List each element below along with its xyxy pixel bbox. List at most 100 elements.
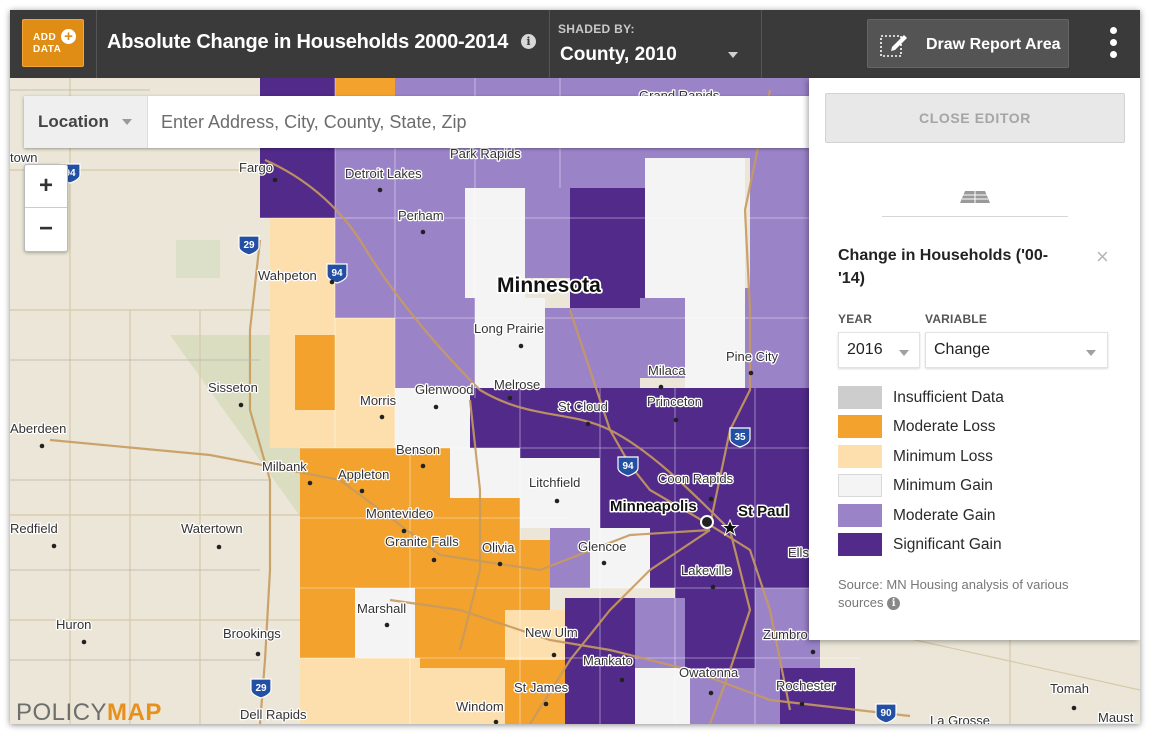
variable-value: Change bbox=[934, 341, 991, 358]
year-value: 2016 bbox=[847, 341, 883, 358]
plus-circle-icon: + bbox=[61, 29, 76, 44]
place-label: Benson bbox=[396, 442, 440, 457]
place-label: Huron bbox=[56, 617, 91, 632]
close-icon[interactable]: × bbox=[1096, 244, 1109, 269]
state-label: Minnesota bbox=[497, 274, 601, 297]
highway-label: 94 bbox=[64, 168, 76, 179]
source-note: Source: MN Housing analysis of various s… bbox=[838, 576, 1098, 612]
capital-star-icon bbox=[720, 518, 740, 537]
place-label: Olivia bbox=[482, 540, 515, 555]
place-label: Granite Falls bbox=[385, 534, 459, 549]
add-data-button[interactable]: ADD DATA + bbox=[22, 19, 84, 67]
add-data-label-line2: DATA bbox=[33, 44, 62, 55]
highway-label: 94 bbox=[622, 461, 634, 472]
legend-title: Change in Households ('00-'14) bbox=[838, 247, 1049, 287]
place-label: Detroit Lakes bbox=[345, 166, 422, 181]
place-label: New Ulm bbox=[525, 625, 578, 640]
draw-report-area-button[interactable]: Draw Report Area bbox=[867, 19, 1069, 68]
place-label: Melrose bbox=[494, 377, 540, 392]
place-label: St Paul bbox=[738, 503, 789, 520]
place-label: town bbox=[10, 150, 37, 165]
place-label: Milbank bbox=[262, 459, 307, 474]
zoom-control: + − bbox=[24, 164, 68, 252]
legend-swatch bbox=[838, 386, 882, 409]
place-label: Mankato bbox=[583, 653, 633, 668]
shaded-by-label: SHADED BY: bbox=[558, 22, 635, 36]
zoom-in-button[interactable]: + bbox=[25, 165, 67, 208]
legend-item-label: Significant Gain bbox=[893, 536, 1002, 553]
divider bbox=[761, 10, 762, 78]
place-label: Redfield bbox=[10, 521, 58, 536]
location-search-bar: Location bbox=[24, 96, 809, 148]
variable-select[interactable]: Change bbox=[925, 332, 1108, 368]
place-label: Montevideo bbox=[366, 506, 433, 521]
place-label: Park Rapids bbox=[450, 146, 521, 161]
divider bbox=[549, 10, 550, 78]
divider bbox=[882, 216, 1068, 217]
place-label: St James bbox=[514, 680, 569, 695]
place-label: Milaca bbox=[648, 363, 686, 378]
place-label: Sisseton bbox=[208, 380, 258, 395]
drag-handle-icon[interactable] bbox=[959, 190, 991, 204]
variable-label: VARIABLE bbox=[925, 312, 988, 326]
place-label: Tomah bbox=[1050, 681, 1089, 696]
legend-item: Insufficient Data bbox=[838, 386, 1128, 410]
place-label: Marshall bbox=[357, 601, 406, 616]
close-editor-button[interactable]: CLOSE EDITOR bbox=[825, 93, 1125, 143]
place-label: Glenwood bbox=[415, 382, 474, 397]
year-select[interactable]: 2016 bbox=[838, 332, 920, 368]
policymap-app: 29 94 94 35 29 90 94 bbox=[10, 10, 1140, 724]
legend-item-label: Moderate Loss bbox=[893, 418, 996, 435]
place-label: Lakeville bbox=[681, 563, 732, 578]
place-label: Aberdeen bbox=[10, 421, 66, 436]
year-label: YEAR bbox=[838, 312, 873, 326]
place-label: Pine City bbox=[726, 349, 779, 364]
legend-swatch bbox=[838, 533, 882, 556]
source-text: Source: MN Housing analysis of various s… bbox=[838, 577, 1069, 610]
place-label: Perham bbox=[398, 208, 444, 223]
place-label: Zumbro bbox=[763, 627, 808, 642]
divider bbox=[96, 10, 97, 78]
highway-label: 90 bbox=[880, 708, 892, 719]
draw-report-area-label: Draw Report Area bbox=[926, 36, 1061, 53]
place-label: St Cloud bbox=[558, 399, 608, 414]
highway-label: 29 bbox=[243, 240, 255, 251]
legend-editor-panel: CLOSE EDITOR Change in Households ('00-'… bbox=[809, 78, 1140, 640]
place-label: Windom bbox=[456, 699, 504, 714]
info-icon[interactable]: i bbox=[887, 597, 901, 610]
chevron-down-icon bbox=[899, 350, 909, 356]
legend-swatch bbox=[838, 445, 882, 468]
place-label: Long Prairie bbox=[474, 321, 544, 336]
legend-item: Minimum Gain bbox=[838, 474, 1128, 498]
legend-swatch bbox=[838, 504, 882, 527]
info-icon[interactable]: i bbox=[521, 34, 536, 49]
chevron-down-icon bbox=[728, 52, 738, 58]
place-label: Wahpeton bbox=[258, 268, 317, 283]
legend-item-label: Minimum Gain bbox=[893, 477, 993, 494]
place-label: Rochester bbox=[776, 678, 836, 693]
place-label: Ells bbox=[788, 545, 809, 560]
zoom-out-button[interactable]: − bbox=[38, 215, 53, 242]
place-label: Brookings bbox=[223, 626, 281, 641]
draw-area-icon bbox=[880, 35, 907, 57]
location-type-dropdown[interactable]: Location bbox=[24, 96, 148, 148]
legend-swatch bbox=[838, 474, 882, 497]
place-label: Morris bbox=[360, 393, 397, 408]
legend-item: Minimum Loss bbox=[838, 445, 1128, 469]
place-label: Litchfield bbox=[529, 475, 580, 490]
place-label: Owatonna bbox=[679, 665, 739, 680]
policymap-logo: POLICYMAP bbox=[16, 699, 162, 724]
place-label: Appleton bbox=[338, 467, 389, 482]
highway-label: 35 bbox=[734, 432, 746, 443]
shaded-by-value: County, 2010 bbox=[560, 44, 677, 65]
chevron-down-icon bbox=[122, 119, 132, 125]
search-input[interactable] bbox=[148, 96, 809, 148]
highway-label: 29 bbox=[255, 683, 267, 694]
highway-shields: 29 94 94 35 29 90 94 bbox=[59, 163, 897, 724]
legend-item: Moderate Loss bbox=[838, 415, 1128, 439]
legend-item-label: Insufficient Data bbox=[893, 389, 1004, 406]
place-label: Dell Rapids bbox=[240, 707, 307, 722]
location-type-label: Location bbox=[38, 112, 109, 131]
kebab-menu-icon[interactable] bbox=[1108, 27, 1120, 63]
legend-item-label: Minimum Loss bbox=[893, 448, 993, 465]
